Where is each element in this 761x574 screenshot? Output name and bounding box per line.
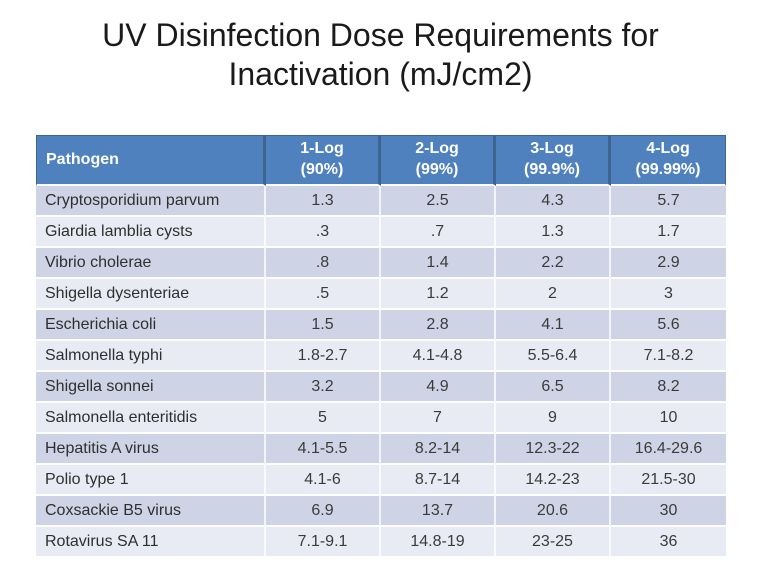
dose-cell: 5.7 — [611, 186, 726, 217]
pathogen-cell: Giardia lamblia cysts — [36, 217, 266, 248]
table-row: Escherichia coli 1.5 2.8 4.1 5.6 — [36, 310, 726, 341]
dose-cell: 5.5-6.4 — [496, 341, 611, 372]
dose-cell: 4.1 — [496, 310, 611, 341]
dose-cell: 1.7 — [611, 217, 726, 248]
dose-cell: 9 — [496, 403, 611, 434]
table-row: Giardia lamblia cysts .3 .7 1.3 1.7 — [36, 217, 726, 248]
table-row: Salmonella typhi 1.8-2.7 4.1-4.8 5.5-6.4… — [36, 341, 726, 372]
dose-cell: 5.6 — [611, 310, 726, 341]
dose-cell: 3 — [611, 279, 726, 310]
pathogen-cell: Rotavirus SA 11 — [36, 527, 266, 558]
table-row: Coxsackie B5 virus 6.9 13.7 20.6 30 — [36, 496, 726, 527]
pathogen-cell: Salmonella typhi — [36, 341, 266, 372]
dose-cell: .5 — [266, 279, 381, 310]
slide-title: UV Disinfection Dose Requirements for Ina… — [0, 16, 761, 94]
table-row: Salmonella enteritidis 5 7 9 10 — [36, 403, 726, 434]
column-header-sublabel: (99.9%) — [523, 161, 581, 178]
pathogen-cell: Cryptosporidium parvum — [36, 186, 266, 217]
dose-cell: 2 — [496, 279, 611, 310]
table-row: Shigella sonnei 3.2 4.9 6.5 8.2 — [36, 372, 726, 403]
column-header-4log: 4-Log (99.99%) — [611, 135, 726, 186]
dose-cell: 13.7 — [381, 496, 496, 527]
dose-cell: 23-25 — [496, 527, 611, 558]
dose-cell: 1.3 — [266, 186, 381, 217]
column-header-label: Pathogen — [46, 150, 119, 168]
column-header-label: 2-Log — [415, 140, 459, 158]
dose-cell: 1.3 — [496, 217, 611, 248]
table-row: Polio type 1 4.1-6 8.7-14 14.2-23 21.5-3… — [36, 465, 726, 496]
table-row: Rotavirus SA 11 7.1-9.1 14.8-19 23-25 36 — [36, 527, 726, 558]
column-header-3log: 3-Log (99.9%) — [496, 135, 611, 186]
column-header-label: 3-Log — [530, 140, 574, 158]
table-row: Cryptosporidium parvum 1.3 2.5 4.3 5.7 — [36, 186, 726, 217]
dose-cell: 6.9 — [266, 496, 381, 527]
column-header-sublabel: (90%) — [300, 161, 344, 178]
slide-title-line-1: UV Disinfection Dose Requirements for — [102, 17, 659, 53]
table-row: Hepatitis A virus 4.1-5.5 8.2-14 12.3-22… — [36, 434, 726, 465]
table-row: Vibrio cholerae .8 1.4 2.2 2.9 — [36, 248, 726, 279]
dose-cell: 7 — [381, 403, 496, 434]
dose-cell: 4.1-4.8 — [381, 341, 496, 372]
dose-cell: 8.7-14 — [381, 465, 496, 496]
slide-title-line-2: Inactivation (mJ/cm2) — [228, 56, 533, 93]
dose-cell: 5 — [266, 403, 381, 434]
dose-cell: 8.2-14 — [381, 434, 496, 465]
pathogen-cell: Escherichia coli — [36, 310, 266, 341]
uv-dose-table: Pathogen 1-Log (90%) 2-Log (99%) 3-Log (99.… — [36, 135, 726, 558]
table-header: Pathogen 1-Log (90%) 2-Log (99%) 3-Log (99.… — [36, 135, 726, 186]
pathogen-cell: Shigella sonnei — [36, 372, 266, 403]
dose-cell: 4.1-5.5 — [266, 434, 381, 465]
dose-cell: 12.3-22 — [496, 434, 611, 465]
dose-cell: 4.1-6 — [266, 465, 381, 496]
dose-cell: 1.5 — [266, 310, 381, 341]
column-header-label: 4-Log — [646, 140, 690, 158]
table-header-row: Pathogen 1-Log (90%) 2-Log (99%) 3-Log (99.… — [36, 135, 726, 186]
dose-cell: 1.2 — [381, 279, 496, 310]
dose-cell: 8.2 — [611, 372, 726, 403]
column-header-label: 1-Log — [300, 140, 344, 158]
pathogen-cell: Polio type 1 — [36, 465, 266, 496]
dose-cell: .8 — [266, 248, 381, 279]
dose-cell: 21.5-30 — [611, 465, 726, 496]
dose-cell: 1.8-2.7 — [266, 341, 381, 372]
dose-cell: 6.5 — [496, 372, 611, 403]
dose-cell: 1.4 — [381, 248, 496, 279]
dose-cell: 10 — [611, 403, 726, 434]
dose-cell: 20.6 — [496, 496, 611, 527]
dose-cell: 7.1-9.1 — [266, 527, 381, 558]
column-header-1log: 1-Log (90%) — [266, 135, 381, 186]
dose-cell: .3 — [266, 217, 381, 248]
dose-cell: 4.3 — [496, 186, 611, 217]
dose-cell: 2.9 — [611, 248, 726, 279]
dose-cell: 14.8-19 — [381, 527, 496, 558]
dose-cell: 2.8 — [381, 310, 496, 341]
dose-cell: 2.5 — [381, 186, 496, 217]
table-body: Cryptosporidium parvum 1.3 2.5 4.3 5.7 G… — [36, 186, 726, 558]
dose-cell: 30 — [611, 496, 726, 527]
column-header-2log: 2-Log (99%) — [381, 135, 496, 186]
column-header-sublabel: (99%) — [415, 161, 459, 178]
dose-cell: 16.4-29.6 — [611, 434, 726, 465]
pathogen-cell: Hepatitis A virus — [36, 434, 266, 465]
dose-cell: .7 — [381, 217, 496, 248]
dose-cell: 7.1-8.2 — [611, 341, 726, 372]
column-header-pathogen: Pathogen — [36, 135, 266, 186]
table-row: Shigella dysenteriae .5 1.2 2 3 — [36, 279, 726, 310]
dose-cell: 4.9 — [381, 372, 496, 403]
dose-cell: 36 — [611, 527, 726, 558]
dose-cell: 3.2 — [266, 372, 381, 403]
column-header-sublabel: (99.99%) — [635, 161, 701, 178]
pathogen-cell: Vibrio cholerae — [36, 248, 266, 279]
dose-cell: 2.2 — [496, 248, 611, 279]
pathogen-cell: Shigella dysenteriae — [36, 279, 266, 310]
pathogen-cell: Salmonella enteritidis — [36, 403, 266, 434]
dose-cell: 14.2-23 — [496, 465, 611, 496]
pathogen-cell: Coxsackie B5 virus — [36, 496, 266, 527]
